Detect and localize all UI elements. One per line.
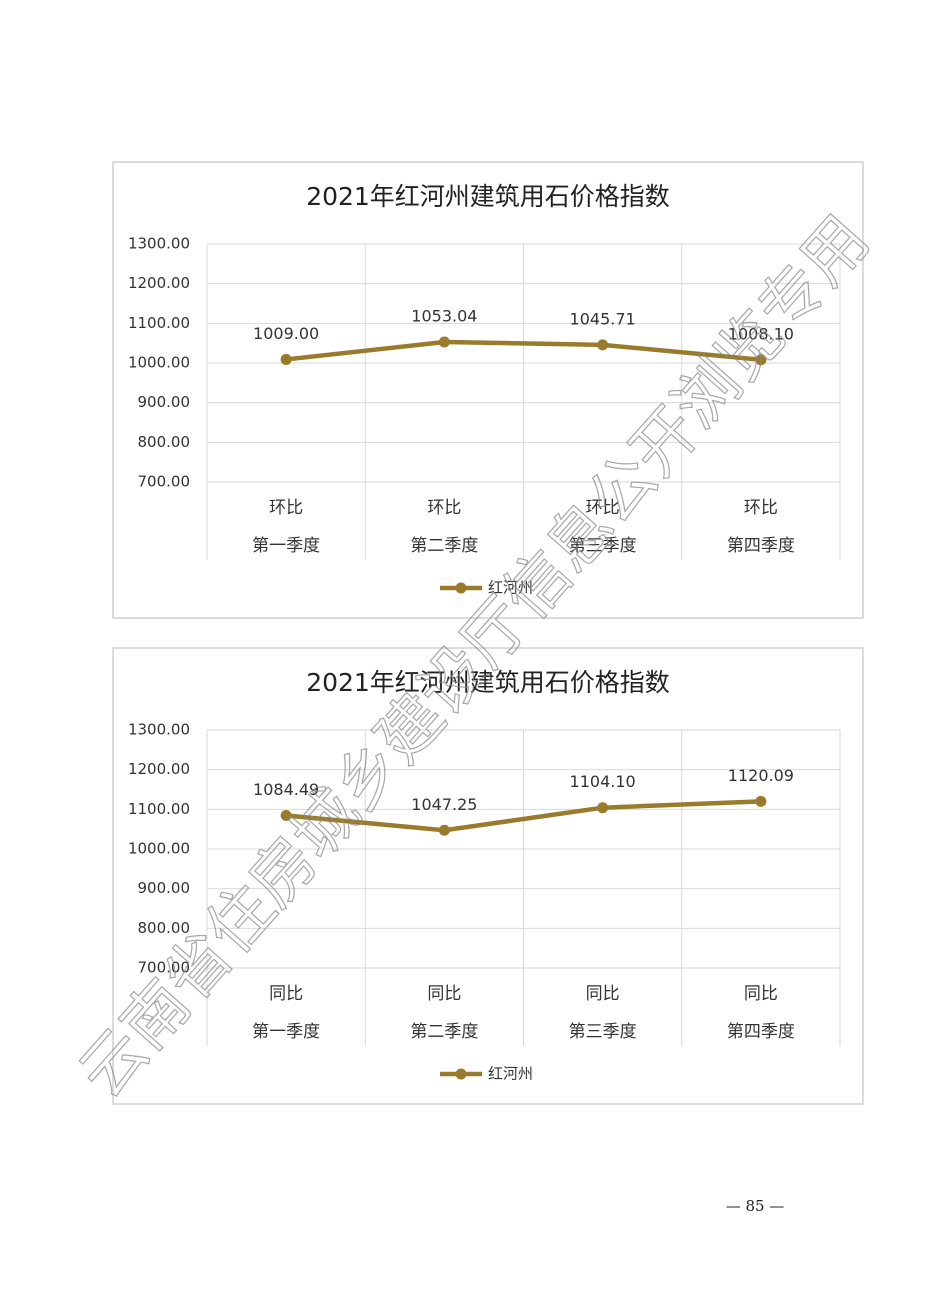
- data-point: [755, 354, 767, 366]
- x-category-label: 第三季度: [569, 536, 637, 556]
- x-category-label: 第四季度: [727, 1022, 795, 1042]
- data-label: 1008.10: [728, 324, 794, 343]
- data-point: [280, 353, 292, 365]
- legend-label: 红河州: [488, 579, 533, 597]
- x-subcategory-label: 同比: [269, 984, 303, 1004]
- y-tick-label: 900.00: [138, 393, 191, 411]
- x-subcategory-label: 同比: [744, 984, 778, 1004]
- data-label: 1009.00: [253, 324, 319, 343]
- y-tick-label: 800.00: [138, 919, 191, 937]
- data-label: 1084.49: [253, 780, 319, 799]
- chart-title: 2021年红河州建筑用石价格指数: [306, 668, 670, 697]
- chart-frame: [112, 647, 864, 1105]
- chart-frame: [112, 161, 864, 619]
- y-tick-label: 1200.00: [128, 274, 190, 292]
- data-label: 1047.25: [411, 795, 477, 814]
- x-subcategory-label: 环比: [744, 498, 778, 518]
- chart: 2021年红河州建筑用石价格指数 700.00 800.00 900.00 1000.0…: [112, 647, 864, 1105]
- y-tick-label: 1200.00: [128, 760, 190, 778]
- series-line: [285, 339, 762, 363]
- x-category-label: 第二季度: [410, 1022, 478, 1042]
- legend-label: 红河州: [488, 1065, 533, 1083]
- x-subcategory-label: 同比: [427, 984, 461, 1004]
- y-tick-label: 700.00: [138, 959, 191, 977]
- y-tick-label: 1000.00: [128, 354, 190, 372]
- legend-marker: [455, 582, 467, 594]
- x-subcategory-label: 环比: [269, 498, 303, 518]
- y-tick-label: 1100.00: [128, 314, 190, 332]
- data-point: [597, 339, 609, 351]
- x-category-label: 第三季度: [569, 1022, 637, 1042]
- chart-title: 2021年红河州建筑用石价格指数: [306, 182, 670, 211]
- data-point: [438, 336, 450, 348]
- data-point: [438, 824, 450, 836]
- data-label: 1120.09: [728, 766, 794, 785]
- chart: 2021年红河州建筑用石价格指数 700.00 800.00 900.00 1000.0…: [112, 161, 864, 619]
- data-label: 1053.04: [411, 306, 477, 325]
- x-subcategory-label: 同比: [586, 984, 620, 1004]
- x-category-label: 第一季度: [252, 1022, 320, 1042]
- legend-marker: [455, 1068, 467, 1080]
- series-line: [285, 799, 761, 833]
- data-label: 1045.71: [570, 309, 636, 328]
- y-tick-label: 700.00: [138, 473, 191, 491]
- x-subcategory-label: 环比: [586, 498, 620, 518]
- y-tick-label: 1300.00: [128, 721, 190, 739]
- x-subcategory-label: 环比: [427, 498, 461, 518]
- y-tick-label: 1300.00: [128, 235, 190, 253]
- y-tick-label: 1100.00: [128, 800, 190, 818]
- data-point: [755, 795, 767, 807]
- y-tick-label: 800.00: [138, 433, 191, 451]
- x-category-label: 第一季度: [252, 536, 320, 556]
- data-label: 1104.10: [570, 772, 636, 791]
- y-tick-label: 1000.00: [128, 840, 190, 858]
- data-point: [280, 809, 292, 821]
- x-category-label: 第二季度: [410, 536, 478, 556]
- x-category-label: 第四季度: [727, 536, 795, 556]
- data-point: [597, 802, 609, 814]
- y-tick-label: 900.00: [138, 879, 191, 897]
- page-number: — 85 —: [726, 1197, 785, 1215]
